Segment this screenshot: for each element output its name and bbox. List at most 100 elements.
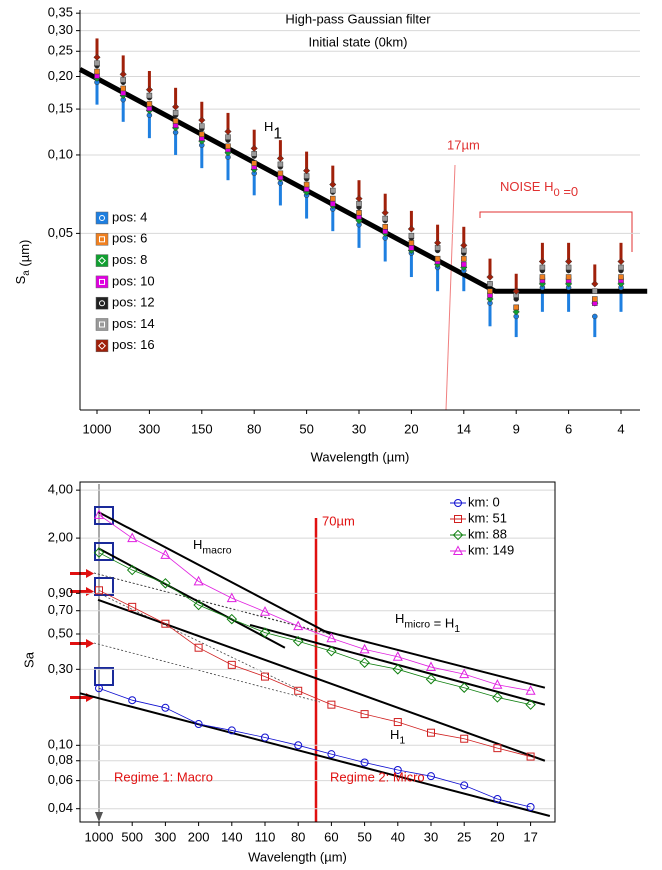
- data-point: [493, 744, 502, 753]
- h1-label: H1: [390, 727, 405, 746]
- data-point: [565, 264, 572, 271]
- data-point: [126, 564, 138, 576]
- fit-line: [79, 692, 551, 817]
- x-axis-label: Wavelength (µm): [311, 449, 410, 464]
- data-point: [259, 606, 271, 616]
- data-point: [525, 685, 536, 695]
- data-point: [513, 304, 519, 311]
- data-point: [276, 154, 285, 163]
- data-point: [226, 613, 238, 625]
- data-point: [591, 280, 599, 288]
- legend-label: pos: 8: [112, 252, 147, 267]
- data-point: [356, 210, 362, 216]
- data-point: [227, 660, 236, 669]
- h1-label-sub: 1: [399, 734, 405, 746]
- x-tick-label: 50: [357, 829, 371, 844]
- x-tick-label: 300: [139, 421, 161, 436]
- legend-symbol: [452, 529, 464, 541]
- data-point: [460, 734, 469, 743]
- data-point: [251, 151, 257, 157]
- data-point: [460, 781, 469, 790]
- legend-swatch: [95, 339, 109, 353]
- hmicro-label: Hmicro = H1: [395, 611, 460, 634]
- data-point: [355, 194, 363, 203]
- legend-label: pos: 10: [112, 273, 155, 288]
- data-point: [427, 772, 435, 781]
- legend-swatch: [95, 318, 109, 331]
- data-point: [127, 532, 138, 543]
- data-point: [172, 118, 179, 124]
- data-point: [539, 274, 546, 280]
- legend-swatch: [95, 211, 109, 225]
- y-axis-label-main: S: [13, 275, 28, 284]
- data-point: [487, 281, 493, 287]
- x-tick-label: 60: [324, 829, 338, 844]
- data-point: [592, 288, 598, 294]
- y-tick-label: 0,30: [48, 661, 73, 676]
- y-tick-label: 0,10: [48, 146, 73, 161]
- data-point: [407, 225, 416, 233]
- data-point: [194, 720, 203, 729]
- hmicro-label-sub2: 1: [454, 623, 460, 635]
- chart-subtitle: Initial state (0km): [309, 34, 408, 49]
- x-tick-label: 20: [404, 421, 418, 436]
- data-point: [326, 632, 337, 643]
- data-point: [193, 599, 204, 611]
- legend-symbol: [98, 256, 106, 265]
- data-point: [120, 85, 126, 92]
- h1-label-sub: 1: [273, 126, 282, 143]
- data-point: [460, 241, 468, 249]
- legend-symbol: [452, 545, 464, 555]
- data-point: [327, 750, 336, 759]
- data-point: [392, 651, 403, 661]
- data-point: [120, 77, 126, 83]
- legend-label: km: 88: [468, 526, 507, 541]
- regime2-label: Regime 2: Micro: [330, 769, 425, 784]
- legend-label: km: 51: [468, 510, 507, 525]
- data-point: [95, 684, 103, 693]
- data-point: [146, 101, 153, 107]
- y-tick-label: 0,15: [48, 101, 73, 116]
- y-tick-label: 0,90: [48, 585, 73, 600]
- cutoff-label: 17µm: [447, 137, 480, 152]
- fit-line: [97, 547, 286, 649]
- data-point: [161, 703, 170, 712]
- data-point: [225, 143, 231, 149]
- data-point: [382, 215, 388, 222]
- data-point: [458, 682, 470, 693]
- data-point: [408, 232, 415, 239]
- data-point: [425, 673, 437, 685]
- y-tick-label: 0,35: [48, 5, 73, 20]
- y-tick-label: 0,05: [48, 225, 73, 240]
- data-point: [493, 795, 502, 804]
- legend-swatch: [95, 275, 109, 289]
- legend-label: pos: 6: [112, 231, 147, 246]
- legend-swatch: [95, 233, 109, 246]
- x-tick-label: 40: [391, 829, 405, 844]
- data-point: [459, 668, 470, 679]
- hmacro-label-sub: macro: [202, 544, 231, 556]
- data-point: [393, 765, 402, 774]
- data-point: [171, 103, 180, 111]
- data-point: [393, 718, 402, 727]
- data-point: [327, 700, 336, 709]
- legend-symbol: [99, 278, 105, 285]
- data-point: [526, 752, 535, 761]
- h1-label: H1: [264, 119, 282, 142]
- y-tick-label: 0,50: [48, 625, 73, 640]
- data-point: [93, 547, 105, 558]
- hmacro-label: Hmacro: [193, 537, 232, 556]
- data-point: [492, 679, 503, 689]
- data-point: [261, 672, 269, 681]
- x-tick-label: 30: [352, 421, 366, 436]
- data-point: [392, 664, 404, 675]
- hmicro-label-main: H: [395, 611, 404, 626]
- data-point: [294, 741, 303, 750]
- data-point: [226, 592, 237, 603]
- legend-label: km: 0: [468, 494, 500, 509]
- data-point: [526, 802, 535, 811]
- plot-frame: [79, 481, 556, 823]
- data-point: [292, 636, 304, 647]
- x-tick-label: 200: [188, 829, 210, 844]
- cutoff-line: [445, 164, 456, 411]
